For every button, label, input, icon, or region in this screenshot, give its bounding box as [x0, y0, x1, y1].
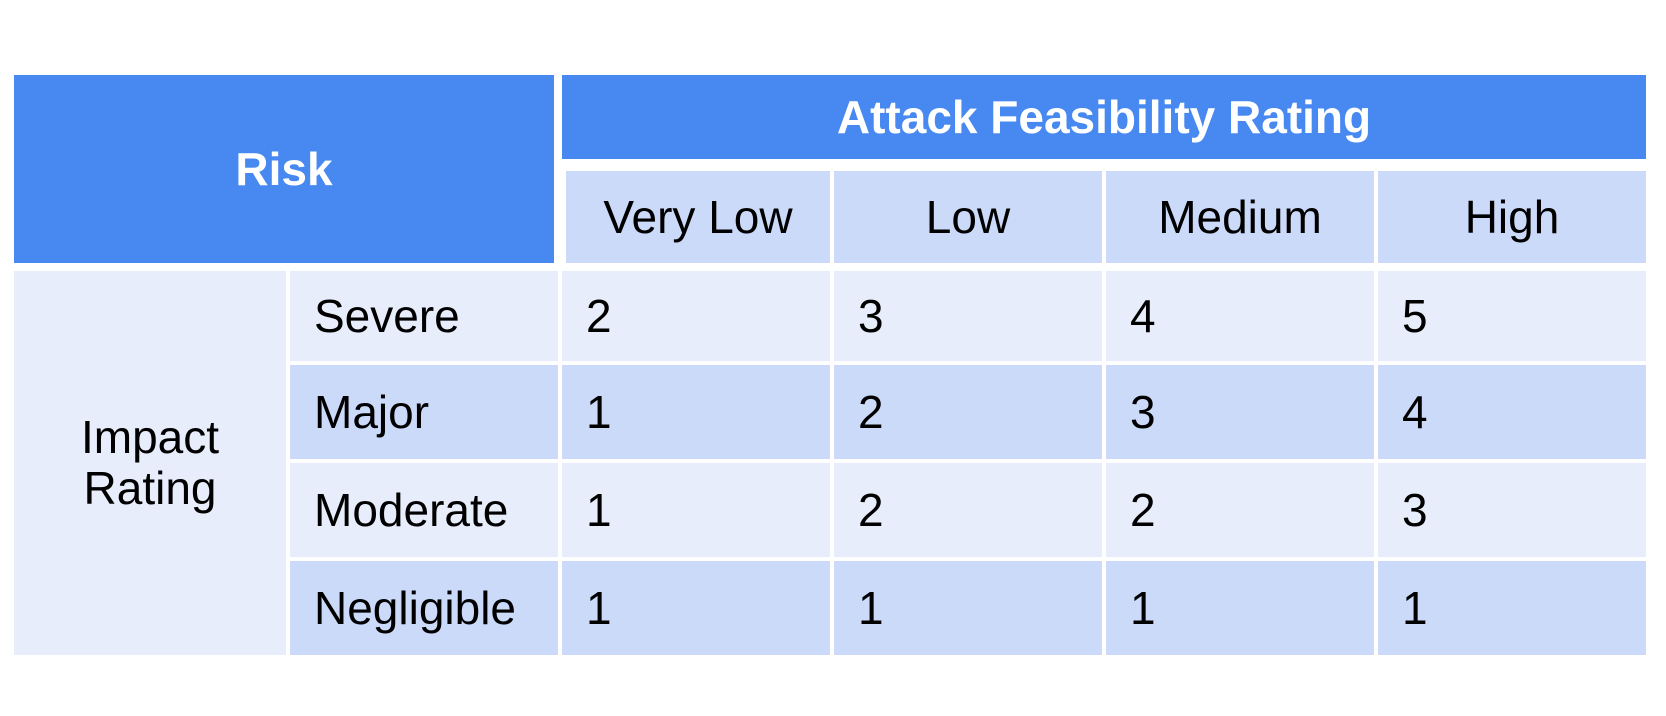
row-label-moderate: Moderate: [286, 459, 558, 557]
table-cell: 2: [558, 263, 830, 361]
column-header-low: Low: [830, 167, 1102, 263]
table-cell: 1: [558, 361, 830, 459]
table-cell: 1: [830, 557, 1102, 655]
table-cell: 5: [1374, 263, 1646, 361]
table-cell: 4: [1102, 263, 1374, 361]
table-cell: 3: [1374, 459, 1646, 557]
table-cell: 1: [1374, 557, 1646, 655]
table-cell: 1: [558, 557, 830, 655]
column-header-medium: Medium: [1102, 167, 1374, 263]
row-label-severe: Severe: [286, 263, 558, 361]
row-label-major: Major: [286, 361, 558, 459]
row-group-label: Impact Rating: [80, 411, 220, 514]
table-cell: 1: [558, 459, 830, 557]
table-cell: 2: [830, 361, 1102, 459]
row-label-negligible: Negligible: [286, 557, 558, 655]
table-cell: 4: [1374, 361, 1646, 459]
table-cell: 2: [1102, 459, 1374, 557]
risk-matrix-table: Risk Attack Feasibility Rating Very Low …: [14, 75, 1646, 669]
table-cell: 3: [830, 263, 1102, 361]
column-group-header: Attack Feasibility Rating: [558, 75, 1646, 167]
table-cell: 2: [830, 459, 1102, 557]
table-cell: 1: [1102, 557, 1374, 655]
row-group-header: Impact Rating: [14, 263, 286, 655]
corner-header-risk: Risk: [14, 75, 554, 263]
column-header-very-low: Very Low: [558, 167, 830, 263]
column-header-high: High: [1374, 167, 1646, 263]
table-cell: 3: [1102, 361, 1374, 459]
